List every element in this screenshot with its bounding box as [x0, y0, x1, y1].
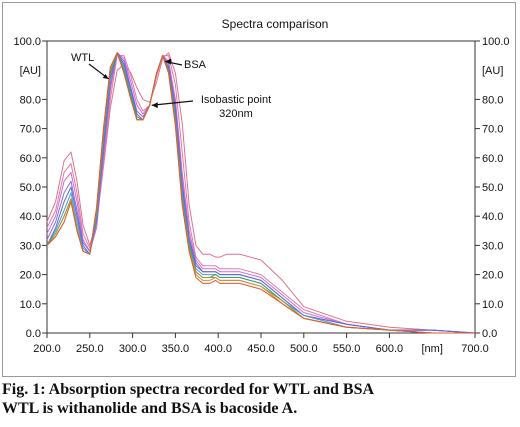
- y-tick-label-left: 80.0: [20, 94, 41, 106]
- y-unit-label-right: [AU]: [482, 65, 503, 77]
- annotation-isobastic-label: Isobastic point: [201, 94, 271, 106]
- y-unit-label-left: [AU]: [20, 65, 41, 77]
- y-tick-label-left: 20.0: [20, 270, 41, 282]
- chart-title: Spectra comparison: [222, 17, 329, 31]
- x-tick-label: 200.0: [33, 343, 61, 355]
- x-tick-label: 600.0: [376, 343, 404, 355]
- y-tick-label-right: 70.0: [482, 124, 503, 136]
- spectrum-series-10: [46, 52, 475, 334]
- annotation-bsa-arrowhead: [165, 58, 172, 65]
- x-tick-label: 700.0: [461, 343, 489, 355]
- figure-caption: Fig. 1: Absorption spectra recorded for …: [2, 380, 518, 418]
- spectrum-series-2: [46, 55, 476, 334]
- x-tick-label: 500.0: [290, 343, 318, 355]
- x-tick-label: 350.0: [162, 343, 190, 355]
- y-tick-label-right: 10.0: [482, 299, 503, 311]
- annotation-wtl-arrowhead: [102, 73, 109, 79]
- y-tick-label-left: 60.0: [20, 153, 41, 165]
- x-unit-label: [nm]: [421, 343, 442, 355]
- y-tick-label-right: 80.0: [482, 94, 503, 106]
- x-tick-label: 400.0: [204, 343, 232, 355]
- x-tick-label: 300.0: [119, 343, 147, 355]
- annotation-isobastic-arrowhead: [151, 102, 158, 109]
- x-tick-label: 450.0: [247, 343, 275, 355]
- y-tick-label-left: 10.0: [20, 299, 41, 311]
- x-tick-label: 550.0: [333, 343, 361, 355]
- spectra-chart: Spectra comparison 0.0 0.0 10.0 10.0 20.0 20.…: [13, 17, 510, 355]
- y-tick-label-right: 60.0: [482, 153, 503, 165]
- annotation-isobastic-value: 320nm: [219, 108, 253, 120]
- y-tick-label-right: 100.0: [482, 36, 510, 48]
- x-tick-label: 250.0: [76, 343, 104, 355]
- y-tick-label-right: 0.0: [482, 328, 497, 340]
- annotation-wtl-label: WTL: [71, 52, 94, 64]
- y-tick-label-right: 30.0: [482, 240, 503, 252]
- y-tick-label-left: 70.0: [20, 124, 41, 136]
- caption-line-2: WTL is withanolide and BSA is bacoside A…: [2, 400, 298, 417]
- caption-line-1: Fig. 1: Absorption spectra recorded for …: [2, 381, 375, 398]
- y-tick-label-left: 40.0: [20, 211, 41, 223]
- annotation-bsa-label: BSA: [184, 59, 207, 71]
- y-tick-label-left: 30.0: [20, 240, 41, 252]
- y-tick-label-right: 40.0: [482, 211, 503, 223]
- y-tick-label-right: 50.0: [482, 182, 503, 194]
- y-tick-label-right: 20.0: [482, 270, 503, 282]
- y-tick-label-left: 50.0: [20, 182, 41, 194]
- figure-frame: Spectra comparison 0.0 0.0 10.0 10.0 20.0 20.…: [2, 2, 516, 377]
- y-tick-label-left: 0.0: [26, 328, 41, 340]
- y-tick-label-left: 100.0: [13, 36, 41, 48]
- annotation-isobastic-arrow: [151, 100, 194, 106]
